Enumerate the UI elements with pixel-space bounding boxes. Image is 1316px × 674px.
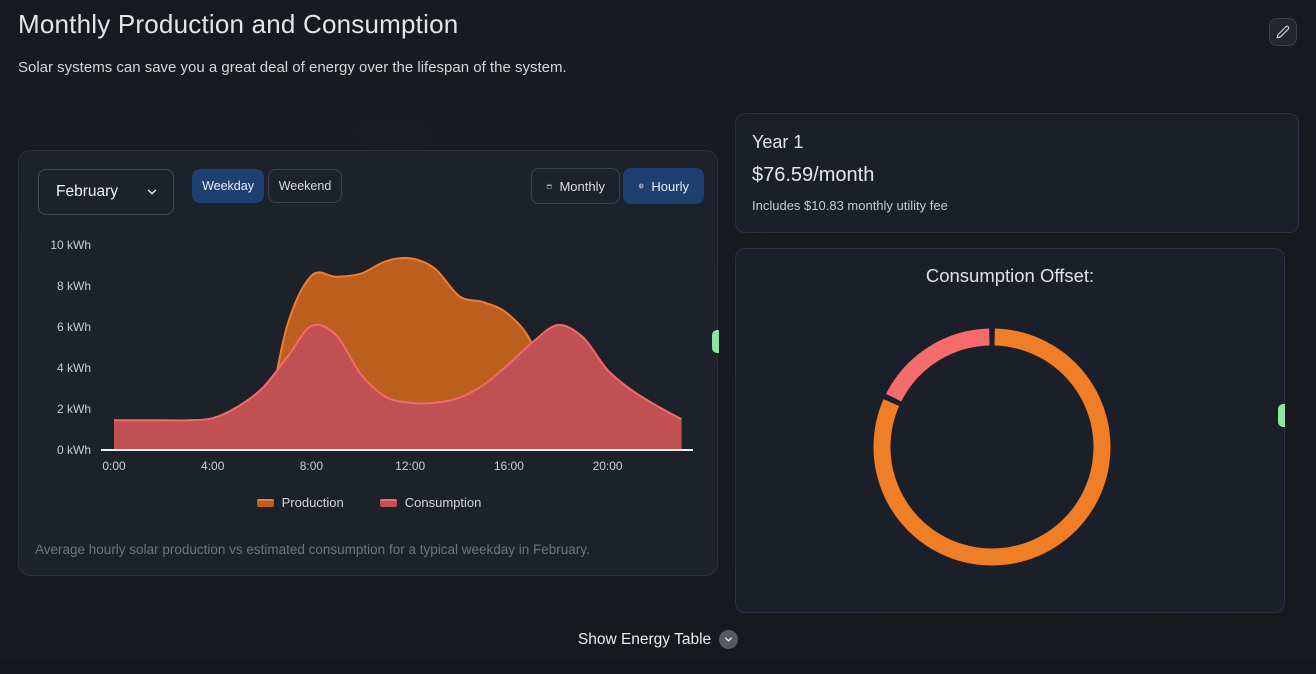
svg-text:0:00: 0:00 [102, 459, 126, 473]
year-label: Year 1 [752, 132, 804, 152]
clock-icon [638, 183, 644, 189]
chevron-down-icon [147, 189, 157, 195]
production-consumption-card: February Weekday Weekend Monthly Hourly … [18, 150, 719, 576]
month-select[interactable]: February [38, 169, 174, 215]
production-consumption-chart: 0 kWh 2 kWh 4 kWh 6 kWh 8 kWh 10 kWh 0:00 4:00 8… [35, 231, 703, 477]
svg-text:10 kWh: 10 kWh [50, 238, 91, 252]
year-summary-card: Year 1 $76.59/month Includes $10.83 mont… [735, 113, 1299, 233]
svg-text:4 kWh: 4 kWh [57, 361, 91, 375]
hourly-label: Hourly [651, 178, 689, 194]
legend-item-production[interactable]: Production [256, 495, 344, 510]
svg-text:6 kWh: 6 kWh [57, 320, 91, 334]
utility-fee-note: Includes $10.83 monthly utility fee [752, 198, 948, 213]
page-title: Monthly Production and Consumption [18, 9, 459, 39]
page-subtitle: Solar systems can save you a great deal … [18, 59, 567, 76]
legend-label: Consumption [404, 495, 482, 510]
svg-text:12:00: 12:00 [395, 459, 425, 473]
weekday-button[interactable]: Weekday [192, 169, 264, 203]
show-energy-table-label: Show Energy Table [577, 630, 712, 648]
legend-label: Production [281, 495, 344, 510]
chart-legend: Production Consumption [35, 495, 703, 510]
monthly-price: $76.59/month [752, 164, 875, 186]
legend-swatch [379, 498, 397, 507]
monthly-button[interactable]: Monthly [531, 168, 620, 204]
chevron-down-circle-icon [719, 630, 739, 649]
weekend-button[interactable]: Weekend [268, 169, 342, 203]
show-energy-table-button[interactable]: Show Energy Table [577, 630, 739, 649]
card-scroll-handle[interactable] [712, 330, 719, 353]
svg-text:4:00: 4:00 [201, 459, 225, 473]
card-scroll-handle[interactable] [1278, 404, 1285, 427]
consumption-offset-card: Consumption Offset: [735, 248, 1285, 613]
hourly-button[interactable]: Hourly [623, 168, 704, 204]
svg-text:16:00: 16:00 [494, 459, 524, 473]
svg-text:0 kWh: 0 kWh [57, 443, 91, 457]
footer: Show Energy Table [0, 630, 1316, 649]
consumption-offset-donut [873, 328, 1111, 566]
svg-text:8 kWh: 8 kWh [57, 279, 91, 293]
month-select-value: February [56, 183, 119, 200]
pencil-icon [1276, 25, 1290, 39]
monthly-label: Monthly [559, 178, 605, 194]
edit-button[interactable] [1269, 18, 1297, 46]
legend-item-consumption[interactable]: Consumption [379, 495, 482, 510]
svg-text:20:00: 20:00 [593, 459, 623, 473]
legend-swatch [256, 498, 274, 507]
svg-text:2 kWh: 2 kWh [57, 402, 91, 416]
svg-text:8:00: 8:00 [300, 459, 324, 473]
bottom-strip [0, 660, 1316, 674]
chart-caption: Average hourly solar production vs estim… [35, 542, 590, 557]
chart-controls: February Weekday Weekend Monthly Hourly [19, 151, 717, 221]
consumption-offset-title: Consumption Offset: [925, 265, 1095, 286]
calendar-icon [546, 183, 552, 189]
